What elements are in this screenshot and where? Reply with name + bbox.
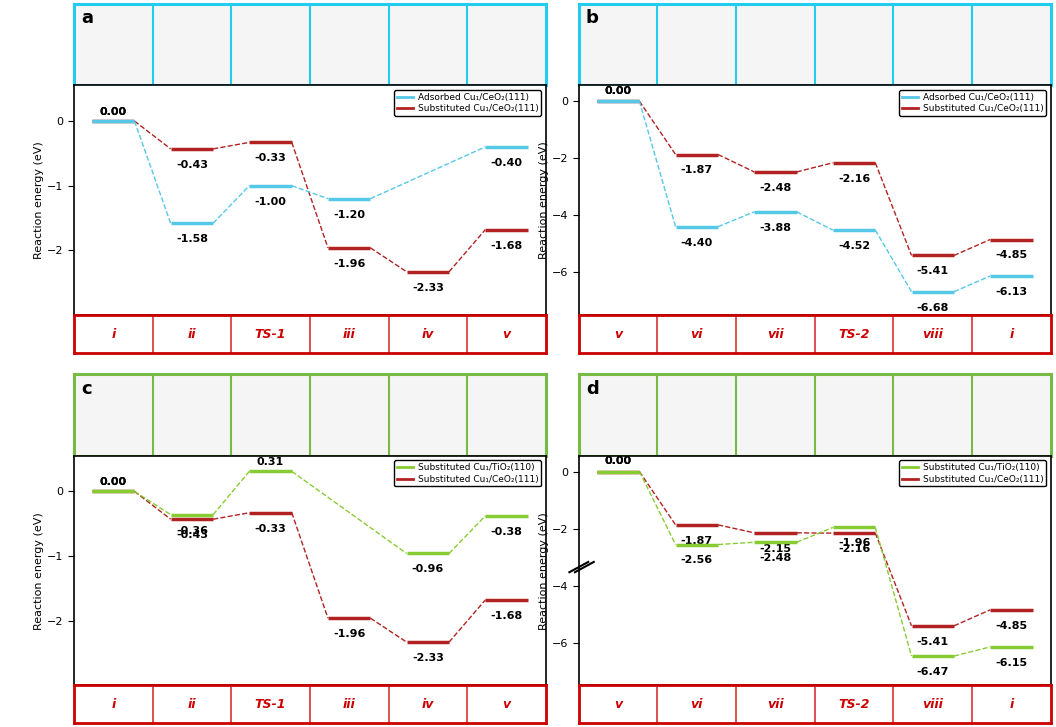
Text: vi: vi	[691, 698, 703, 711]
Text: 0.00: 0.00	[99, 107, 127, 116]
Text: TS-2: TS-2	[838, 698, 870, 711]
Legend: Substituted Cu₁/TiO₂(110), Substituted Cu₁/CeO₂(111): Substituted Cu₁/TiO₂(110), Substituted C…	[394, 460, 542, 486]
Text: -2.48: -2.48	[759, 553, 792, 563]
Text: ii: ii	[188, 328, 196, 340]
Text: -0.36: -0.36	[176, 526, 208, 536]
Text: -0.43: -0.43	[176, 530, 208, 540]
Text: c: c	[81, 379, 92, 398]
Text: v: v	[615, 698, 622, 711]
Text: TS-2: TS-2	[838, 328, 870, 340]
Text: -6.68: -6.68	[917, 302, 949, 313]
Text: viii: viii	[922, 698, 943, 711]
Text: -1.20: -1.20	[334, 209, 365, 220]
Text: vii: vii	[767, 328, 784, 340]
Text: i: i	[111, 328, 115, 340]
Text: -0.96: -0.96	[412, 564, 444, 574]
Text: 0.00: 0.00	[605, 86, 631, 96]
Text: -1.96: -1.96	[333, 629, 365, 639]
Y-axis label: Reaction energy (eV): Reaction energy (eV)	[34, 512, 44, 630]
Y-axis label: Reaction energy (eV): Reaction energy (eV)	[34, 142, 44, 259]
Text: iii: iii	[343, 328, 356, 340]
Text: TS-1: TS-1	[254, 698, 286, 711]
Text: d: d	[586, 379, 599, 398]
Text: -2.56: -2.56	[681, 555, 713, 566]
Legend: Substituted Cu₁/TiO₂(110), Substituted Cu₁/CeO₂(111): Substituted Cu₁/TiO₂(110), Substituted C…	[900, 460, 1046, 486]
Y-axis label: Reaction energy (eV): Reaction energy (eV)	[540, 512, 549, 630]
Text: -6.15: -6.15	[996, 658, 1027, 668]
Text: vii: vii	[767, 698, 784, 711]
Text: vi: vi	[691, 328, 703, 340]
Text: -0.33: -0.33	[254, 153, 286, 164]
Text: ii: ii	[188, 698, 196, 711]
Text: i: i	[1010, 328, 1014, 340]
Text: -1.87: -1.87	[681, 536, 713, 546]
Text: -1.68: -1.68	[490, 611, 523, 621]
Text: -2.33: -2.33	[412, 283, 444, 293]
Text: TS-1: TS-1	[254, 328, 286, 340]
Text: -1.87: -1.87	[681, 165, 713, 175]
Text: 0.00: 0.00	[605, 457, 631, 467]
Text: -6.47: -6.47	[917, 667, 949, 677]
Text: -1.58: -1.58	[176, 234, 208, 244]
Text: v: v	[503, 698, 510, 711]
Text: -0.40: -0.40	[490, 158, 523, 168]
Text: a: a	[81, 9, 93, 28]
Text: -2.15: -2.15	[759, 544, 791, 554]
Text: v: v	[615, 328, 622, 340]
Text: iv: iv	[421, 698, 434, 711]
Y-axis label: Reaction energy (eV): Reaction energy (eV)	[540, 142, 549, 259]
Legend: Adsorbed Cu₁/CeO₂(111), Substituted Cu₁/CeO₂(111): Adsorbed Cu₁/CeO₂(111), Substituted Cu₁/…	[394, 90, 542, 116]
Text: -4.52: -4.52	[838, 241, 870, 251]
Text: iii: iii	[343, 698, 356, 711]
Text: -5.41: -5.41	[917, 266, 948, 276]
Text: i: i	[1010, 698, 1014, 711]
Text: v: v	[503, 328, 510, 340]
Text: -0.43: -0.43	[176, 160, 208, 170]
Text: -1.96: -1.96	[837, 538, 870, 548]
Text: -3.88: -3.88	[759, 222, 791, 233]
Text: -5.41: -5.41	[917, 637, 948, 646]
Text: -4.85: -4.85	[996, 621, 1027, 631]
Text: -2.16: -2.16	[838, 174, 870, 184]
Legend: Adsorbed Cu₁/CeO₂(111), Substituted Cu₁/CeO₂(111): Adsorbed Cu₁/CeO₂(111), Substituted Cu₁/…	[900, 90, 1046, 116]
Text: 0.00: 0.00	[99, 477, 127, 487]
Text: iv: iv	[421, 328, 434, 340]
Text: -4.40: -4.40	[681, 238, 713, 247]
Text: -2.16: -2.16	[838, 544, 870, 554]
Text: 0.00: 0.00	[99, 477, 127, 487]
Text: -4.85: -4.85	[996, 250, 1027, 260]
Text: -1.96: -1.96	[333, 259, 365, 269]
Text: -1.00: -1.00	[254, 197, 286, 206]
Text: -1.68: -1.68	[490, 241, 523, 251]
Text: 0.00: 0.00	[605, 457, 631, 467]
Text: i: i	[111, 698, 115, 711]
Text: -0.38: -0.38	[491, 527, 523, 537]
Text: 0.31: 0.31	[257, 457, 284, 467]
Text: 0.00: 0.00	[605, 86, 631, 96]
Text: viii: viii	[922, 328, 943, 340]
Text: -2.48: -2.48	[759, 182, 792, 193]
Text: -6.13: -6.13	[996, 287, 1027, 297]
Text: 0.00: 0.00	[99, 107, 127, 116]
Text: b: b	[586, 9, 599, 28]
Text: -2.33: -2.33	[412, 653, 444, 663]
Text: -0.33: -0.33	[254, 523, 286, 534]
